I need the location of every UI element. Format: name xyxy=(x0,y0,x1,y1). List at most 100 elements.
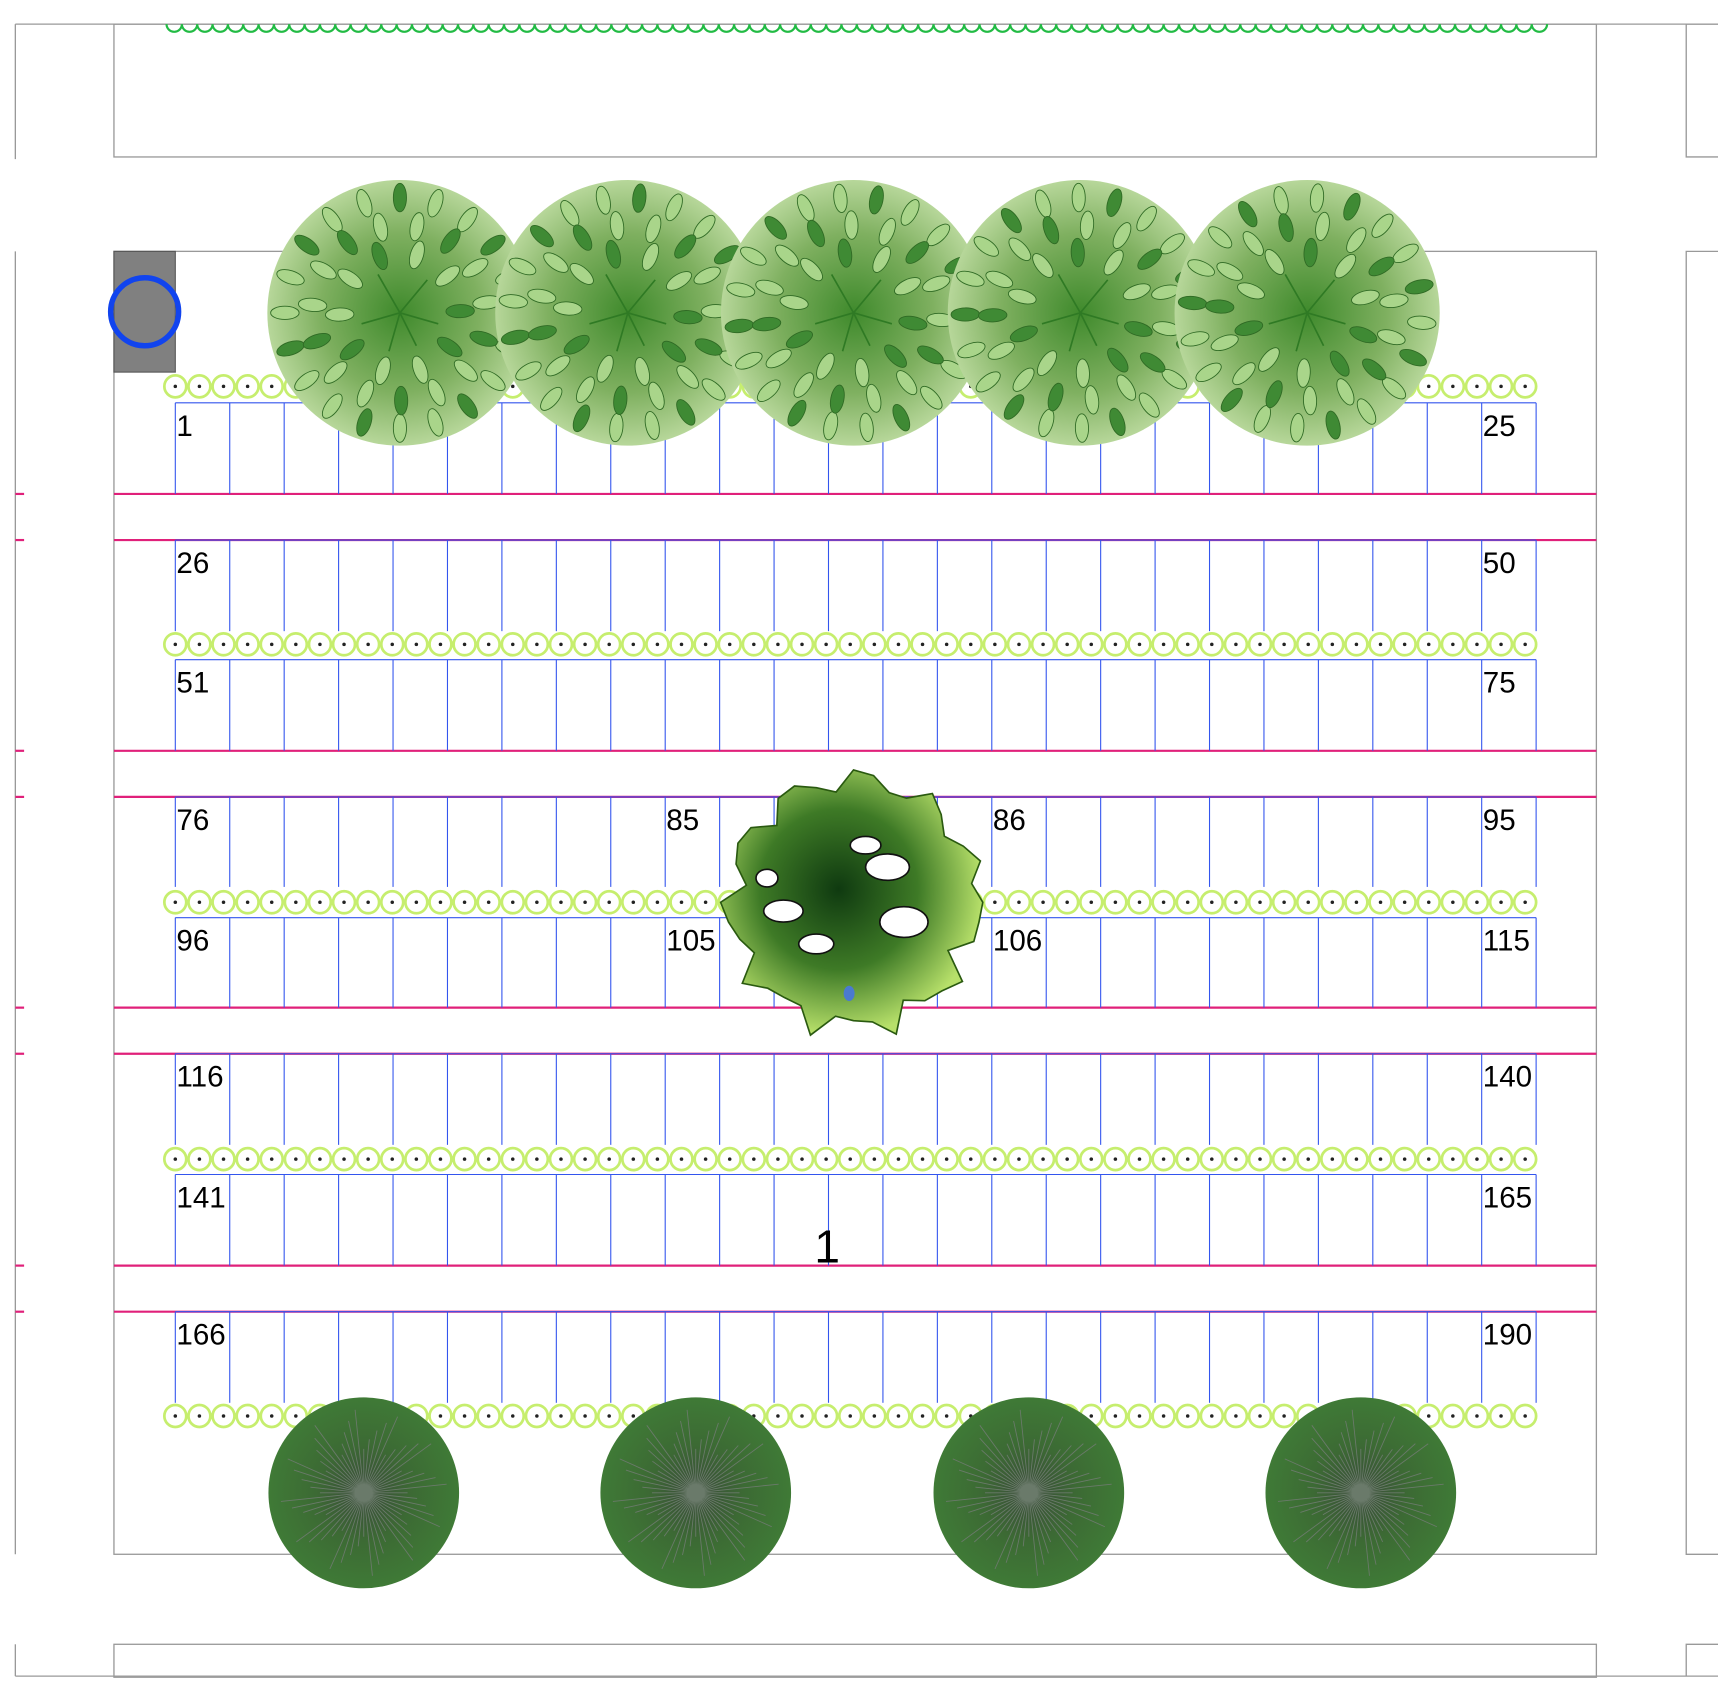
leaf xyxy=(1195,362,1222,383)
stall-row: 51 75 xyxy=(174,659,1537,751)
shrub-center xyxy=(1426,384,1431,389)
leaf xyxy=(957,341,986,359)
shrub-center xyxy=(1234,1157,1238,1161)
shrub-center xyxy=(221,1157,226,1161)
leaf xyxy=(569,263,594,285)
shrub-center xyxy=(920,1157,925,1161)
shrub-center xyxy=(800,1414,804,1418)
leaf xyxy=(800,257,823,282)
leaf xyxy=(779,295,809,310)
shrub-center xyxy=(824,642,828,647)
shrub-center xyxy=(438,1157,443,1161)
shrub-center xyxy=(486,900,491,905)
shrub-center xyxy=(969,642,973,647)
tree-detail xyxy=(843,985,855,1002)
shrub-center xyxy=(1451,1414,1455,1418)
leaf xyxy=(1008,237,1032,261)
leaf xyxy=(1124,321,1153,337)
shrub-center xyxy=(221,1414,226,1418)
shrub-center xyxy=(1137,642,1142,647)
shrub-center xyxy=(583,1414,587,1418)
hedge-row xyxy=(162,631,1538,657)
leaf xyxy=(572,404,591,433)
leaf xyxy=(392,182,407,213)
leaf xyxy=(920,385,943,410)
shrub-center xyxy=(221,900,226,905)
shrub-center xyxy=(462,900,467,905)
leaf xyxy=(1042,216,1060,245)
leaf xyxy=(375,356,391,386)
shrub-center xyxy=(1258,642,1262,647)
shrub-center xyxy=(173,1414,178,1418)
shrub-center xyxy=(1185,642,1190,647)
leaf xyxy=(1302,385,1318,416)
leaf xyxy=(457,393,478,419)
leaf xyxy=(576,376,595,404)
shrub-center xyxy=(752,1157,756,1161)
leaf xyxy=(764,216,787,240)
shrub-center xyxy=(944,642,949,647)
conifer-tree xyxy=(268,1397,460,1589)
leaf xyxy=(302,332,332,350)
shrub-center xyxy=(511,1414,515,1418)
shrub-center xyxy=(679,642,684,647)
shrub-center xyxy=(1402,1157,1407,1161)
shrub-center xyxy=(872,1157,877,1161)
shrub-center xyxy=(679,900,684,905)
shrub-center xyxy=(438,1414,443,1418)
leaf xyxy=(837,238,853,268)
leaf xyxy=(1351,289,1380,306)
shrub-center xyxy=(800,642,804,647)
stall-number: 165 xyxy=(1483,1181,1532,1214)
shrub-center xyxy=(993,642,997,647)
stall-number: 115 xyxy=(1483,925,1530,958)
shrub-center xyxy=(1402,642,1407,647)
shrub-center xyxy=(1089,642,1094,647)
shrub-center xyxy=(221,642,226,647)
leaf xyxy=(694,338,723,356)
shrub-center xyxy=(1282,1414,1286,1418)
leaf xyxy=(644,411,660,440)
shrub-center xyxy=(1330,642,1335,647)
canopy-tree xyxy=(1174,180,1440,446)
shrub-center xyxy=(1185,1157,1190,1161)
lot-number: 1 xyxy=(814,1220,840,1272)
utility-box xyxy=(113,250,176,373)
leaf xyxy=(480,370,506,391)
leaf xyxy=(892,403,911,432)
stall-row: 141 165 xyxy=(174,1173,1537,1266)
leaf xyxy=(1371,213,1394,238)
shrub-center xyxy=(1475,900,1479,905)
leaf xyxy=(1107,347,1129,373)
leaf xyxy=(726,282,756,298)
leaf xyxy=(1356,398,1377,425)
shrub-center xyxy=(848,642,852,647)
shrub-center xyxy=(655,900,660,905)
leaf xyxy=(859,412,874,442)
shrub-center xyxy=(1113,1157,1118,1161)
shrub-center xyxy=(342,900,346,905)
leaf xyxy=(1109,407,1126,437)
shrub-center xyxy=(607,1157,611,1161)
leaf xyxy=(572,224,593,251)
shrub-center xyxy=(438,900,443,905)
shrub-center xyxy=(1041,642,1045,647)
stall-number: 106 xyxy=(993,925,1042,958)
shrub-center xyxy=(414,1157,419,1161)
shrub-center xyxy=(390,1157,395,1161)
shrub-center xyxy=(414,642,419,647)
shrub-center xyxy=(197,900,202,905)
shrub-center xyxy=(776,1414,780,1418)
canopy-tree xyxy=(947,180,1213,446)
shrub-center xyxy=(366,900,370,905)
shrub-center xyxy=(1210,1157,1214,1161)
leaf xyxy=(1084,385,1100,415)
leaf xyxy=(356,379,375,408)
shrub-center xyxy=(1402,900,1407,905)
leaf xyxy=(613,385,628,415)
shrub-center xyxy=(679,1157,684,1161)
branch-gap xyxy=(755,868,779,888)
shrub-center xyxy=(559,642,563,647)
leaf xyxy=(1137,248,1163,270)
